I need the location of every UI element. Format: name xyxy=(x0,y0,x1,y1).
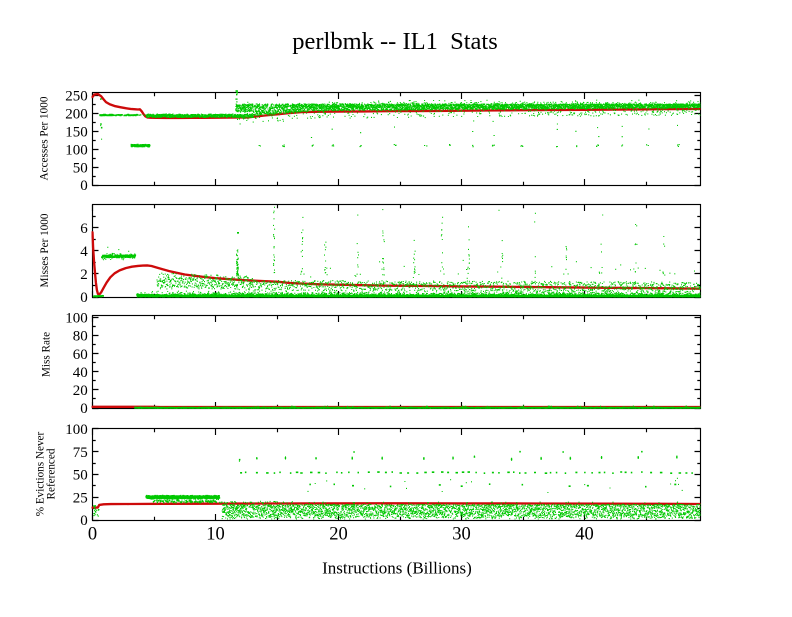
svg-text:10: 10 xyxy=(206,525,225,545)
svg-text:20: 20 xyxy=(73,383,88,399)
svg-text:6: 6 xyxy=(80,221,88,237)
svg-text:200: 200 xyxy=(65,107,88,123)
svg-text:80: 80 xyxy=(73,329,88,345)
svg-text:Miss Rate: Miss Rate xyxy=(41,332,53,377)
svg-text:perlbmk -- IL1 Stats: perlbmk -- IL1 Stats xyxy=(292,28,498,55)
svg-text:40: 40 xyxy=(575,525,594,545)
svg-text:Accesses Per 1000: Accesses Per 1000 xyxy=(39,96,51,180)
svg-text:Instructions (Billions): Instructions (Billions) xyxy=(322,559,472,578)
svg-text:0: 0 xyxy=(80,513,88,529)
svg-text:50: 50 xyxy=(73,468,88,484)
svg-text:Referenced: Referenced xyxy=(46,448,58,499)
svg-text:0: 0 xyxy=(80,290,88,306)
svg-text:4: 4 xyxy=(80,244,88,260)
svg-text:100: 100 xyxy=(65,311,88,327)
svg-text:2: 2 xyxy=(80,267,88,283)
svg-text:150: 150 xyxy=(65,125,88,141)
svg-text:Misses Per 1000: Misses Per 1000 xyxy=(39,213,51,287)
svg-text:0: 0 xyxy=(80,401,88,417)
svg-text:30: 30 xyxy=(452,525,471,545)
svg-text:40: 40 xyxy=(73,365,88,381)
svg-text:50: 50 xyxy=(73,160,88,176)
svg-text:250: 250 xyxy=(65,89,88,105)
svg-text:% Evictions Never: % Evictions Never xyxy=(35,431,47,516)
svg-text:25: 25 xyxy=(73,490,88,506)
svg-text:60: 60 xyxy=(73,347,88,363)
svg-text:75: 75 xyxy=(73,445,88,461)
svg-text:20: 20 xyxy=(329,525,348,545)
svg-text:0: 0 xyxy=(80,178,88,194)
svg-text:100: 100 xyxy=(65,142,88,158)
svg-text:100: 100 xyxy=(65,422,88,438)
svg-text:0: 0 xyxy=(88,525,97,545)
